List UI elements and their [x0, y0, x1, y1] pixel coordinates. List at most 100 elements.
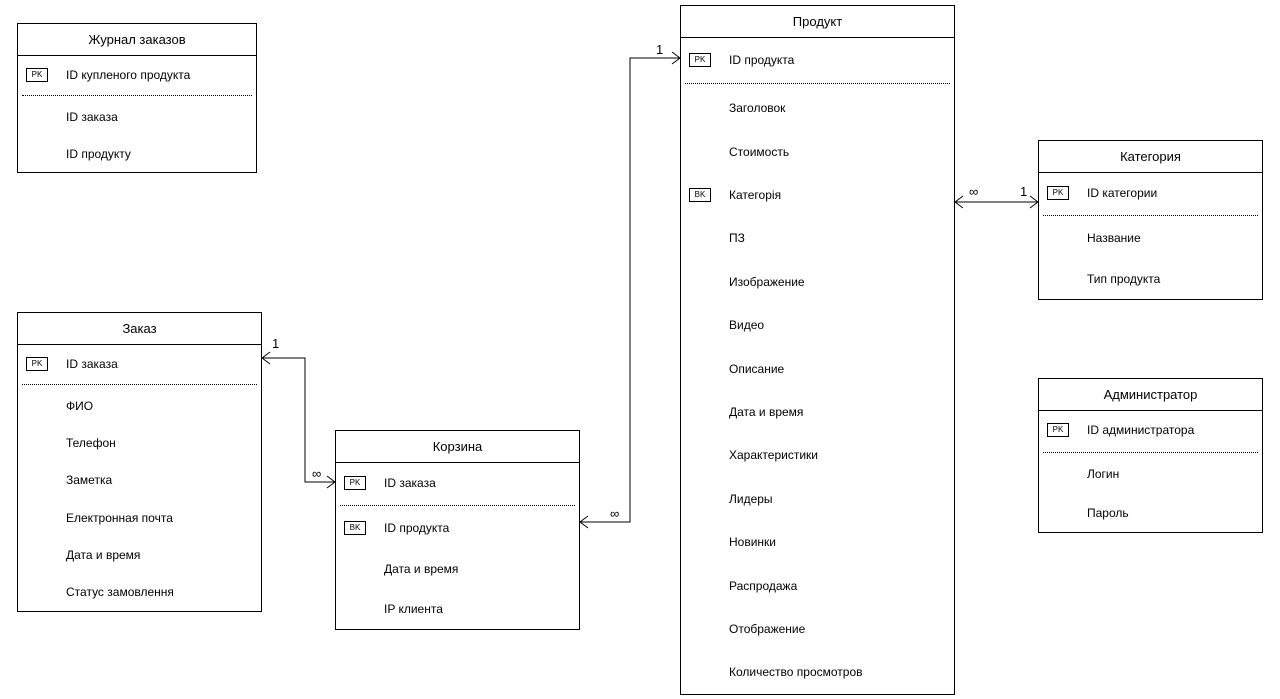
- crow-product-in: [672, 52, 680, 64]
- attr-row: Заметка: [18, 462, 261, 499]
- attr-row: Новинки: [681, 520, 954, 563]
- entity-body: PK ID купленого продукта ID заказа ID проду…: [18, 56, 256, 172]
- entity-body: PKID администратораЛогинПароль: [1039, 411, 1262, 532]
- attr-label: Лидеры: [729, 492, 773, 506]
- attr-label: Описание: [729, 362, 784, 376]
- attr-label: Видео: [729, 318, 764, 332]
- entity-cart: Корзина PK ID заказа BK ID продукта Дата и вр…: [335, 430, 580, 630]
- pk-badge: PK: [26, 68, 48, 82]
- attr-label: ID продукта: [384, 521, 449, 535]
- attr-label: Категорія: [729, 188, 781, 202]
- card-order-1: 1: [272, 336, 279, 351]
- attr-label: ПЗ: [729, 231, 745, 245]
- attr-row: PKID администратора: [1039, 411, 1262, 450]
- attr-row: PK ID купленого продукта: [18, 56, 256, 93]
- attr-label: ID продукта: [729, 53, 794, 67]
- entity-title: Заказ: [18, 313, 261, 345]
- entity-title: Корзина: [336, 431, 579, 463]
- entity-title: Администратор: [1039, 379, 1262, 411]
- entity-body: PK ID продукта Заголовок Стоимость BK Категор…: [681, 38, 954, 694]
- attr-row: BK Категорія: [681, 173, 954, 216]
- attr-row: ФИО: [18, 387, 261, 424]
- pk-divider: [340, 505, 575, 506]
- entity-admin: АдминистраторPKID администратораЛогинПар…: [1038, 378, 1263, 533]
- attr-label: Стоимость: [729, 145, 789, 159]
- rel-cart-product: [580, 58, 680, 522]
- card-product-out-inf: ∞: [969, 184, 978, 199]
- card-category-1: 1: [1020, 184, 1027, 199]
- entity-orderLog: Журнал заказов PK ID купленого продукта ID …: [17, 23, 257, 173]
- pk-divider: [22, 384, 257, 385]
- pk-badge: PK: [1047, 186, 1069, 200]
- attr-label: ID купленого продукта: [66, 68, 190, 82]
- attr-row: Характеристики: [681, 434, 954, 477]
- attr-row: Тип продукта: [1039, 259, 1262, 299]
- entity-body: PK ID заказа ФИО Телефон Заметка Електронная …: [18, 345, 261, 611]
- attr-row: ID заказа: [18, 98, 256, 135]
- entity-title: Журнал заказов: [18, 24, 256, 56]
- entity-title: Категория: [1039, 141, 1262, 173]
- attr-label: ID заказа: [384, 476, 436, 490]
- attr-row: IP клиента: [336, 589, 579, 629]
- attr-row: ID продукту: [18, 135, 256, 172]
- attr-row: PK ID заказа: [18, 345, 261, 382]
- pk-divider: [1043, 215, 1258, 216]
- attr-label: Електронная почта: [66, 511, 173, 525]
- attr-row: Заголовок: [681, 86, 954, 129]
- entity-product: Продукт PK ID продукта Заголовок Стоимость BK…: [680, 5, 955, 695]
- entity-title: Продукт: [681, 6, 954, 38]
- attr-label: Распродажа: [729, 579, 797, 593]
- attr-label: Дата и время: [66, 548, 140, 562]
- rel-order-cart: [262, 358, 335, 482]
- attr-row: Дата и время: [681, 390, 954, 433]
- attr-label: Дата и время: [384, 562, 458, 576]
- card-cart-out-inf: ∞: [610, 506, 619, 521]
- attr-row: PK ID продукта: [681, 38, 954, 81]
- attr-label: ID администратора: [1087, 423, 1194, 437]
- attr-label: Статус замовлення: [66, 585, 174, 599]
- attr-row: Название: [1039, 218, 1262, 258]
- attr-row: Статус замовлення: [18, 574, 261, 611]
- attr-label: ID продукту: [66, 147, 131, 161]
- attr-label: Тип продукта: [1087, 272, 1160, 286]
- attr-label: ID заказа: [66, 110, 118, 124]
- attr-label: ФИО: [66, 399, 93, 413]
- attr-label: Телефон: [66, 436, 116, 450]
- attr-row: Описание: [681, 347, 954, 390]
- attr-label: Отображение: [729, 622, 805, 636]
- attr-row: Стоимость: [681, 130, 954, 173]
- bk-badge: BK: [344, 521, 366, 535]
- attr-label: Название: [1087, 231, 1141, 245]
- attr-label: Количество просмотров: [729, 665, 863, 679]
- attr-row: Изображение: [681, 260, 954, 303]
- entity-body: PK ID заказа BK ID продукта Дата и время IP к…: [336, 463, 579, 629]
- crow-order: [262, 352, 270, 364]
- attr-row: Дата и время: [18, 536, 261, 573]
- pk-badge: PK: [689, 53, 711, 67]
- attr-row: Пароль: [1039, 493, 1262, 532]
- entity-category: КатегорияPKID категории Название Тип проду…: [1038, 140, 1263, 300]
- pk-badge: PK: [344, 476, 366, 490]
- card-product-1: 1: [656, 42, 663, 57]
- attr-row: Телефон: [18, 425, 261, 462]
- attr-row: ПЗ: [681, 217, 954, 260]
- attr-label: Заголовок: [729, 101, 785, 115]
- attr-label: Характеристики: [729, 448, 818, 462]
- bk-badge: BK: [689, 188, 711, 202]
- attr-row: Видео: [681, 303, 954, 346]
- attr-label: ID заказа: [66, 357, 118, 371]
- attr-row: Количество просмотров: [681, 651, 954, 694]
- entity-order: Заказ PK ID заказа ФИО Телефон Заметка Електро…: [17, 312, 262, 612]
- crow-cart-out: [580, 516, 588, 528]
- crow-cart: [327, 476, 335, 488]
- attr-row: PKID категории: [1039, 173, 1262, 213]
- attr-row: Распродажа: [681, 564, 954, 607]
- pk-badge: PK: [26, 357, 48, 371]
- attr-row: Отображение: [681, 607, 954, 650]
- attr-label: Изображение: [729, 275, 805, 289]
- pk-divider: [685, 83, 950, 84]
- crow-category-in: [1030, 196, 1038, 208]
- attr-row: PK ID заказа: [336, 463, 579, 503]
- entity-body: PKID категории Название Тип продукта: [1039, 173, 1262, 299]
- attr-row: Дата и время: [336, 549, 579, 589]
